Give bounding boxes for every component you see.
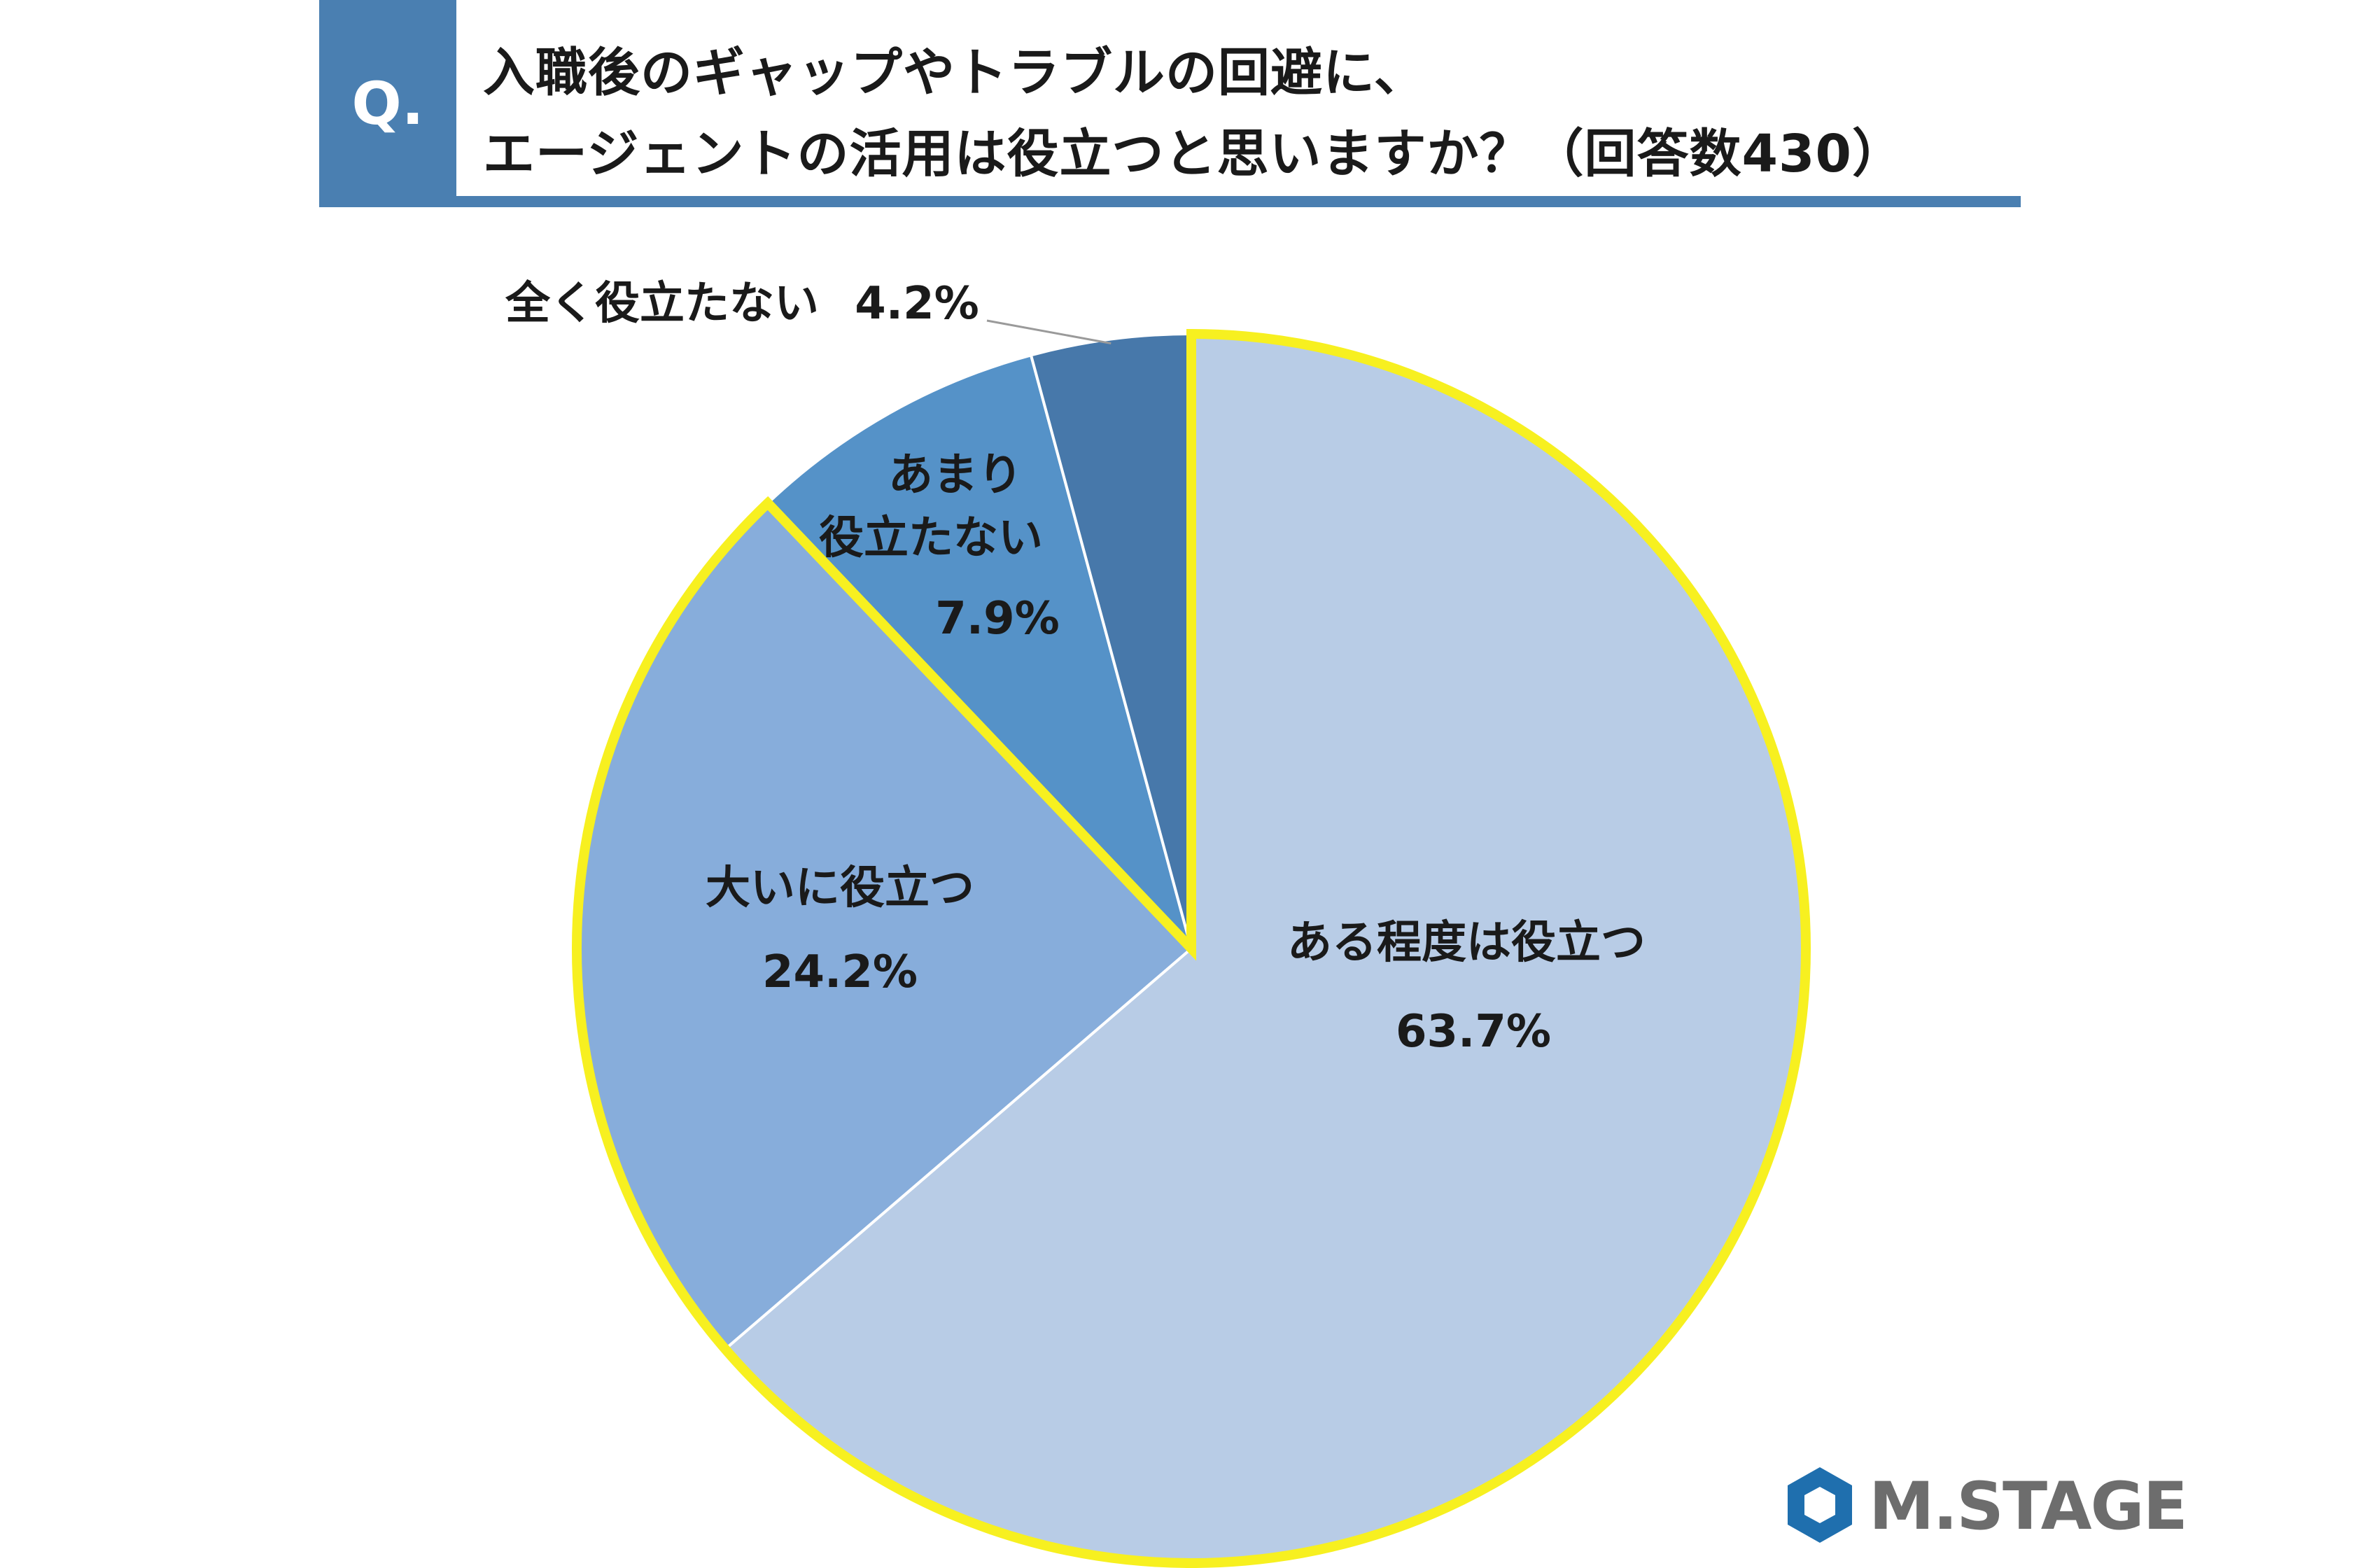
header: Q. 入職後のギャップやトラブルの回避に、 エージェントの活用は役立つと思います… xyxy=(0,0,2377,210)
slice-value-全く役立たない: 4.2% xyxy=(855,278,979,330)
pie-slice-全く役立たない xyxy=(1029,332,1193,949)
pie-slice-あまり役立たない xyxy=(766,353,1193,950)
m-stage-logo-icon xyxy=(1788,1467,1852,1543)
m-stage-logo: M.STAGE xyxy=(1778,1463,2188,1554)
highlight-outline xyxy=(572,328,1811,1568)
slice-value-あまり役立たない: 7.9% xyxy=(935,593,1060,645)
leader-line-全く役立たない xyxy=(986,319,1112,345)
slice-label-全く役立たない: 全く役立たない xyxy=(505,278,819,330)
slice-label-ある程度は役立つ: ある程度は役立つ xyxy=(1287,917,1646,969)
slice-label-大いに役立つ: 大いに役立つ xyxy=(706,862,974,914)
slice-label-あまり役立たない-line-2: 役立たない xyxy=(819,512,1043,564)
question-title-line-1: 入職後のギャップやトラブルの回避に、 xyxy=(483,43,1426,103)
pie-slices xyxy=(575,332,1807,1564)
slice-value-ある程度は役立つ: 63.7% xyxy=(1396,1006,1551,1058)
question-title-line-2: エージェントの活用は役立つと思いますか？（回答数430） xyxy=(483,124,1905,184)
slice-label-あまり役立たない-line-1: あまり xyxy=(888,449,1023,501)
header-underline xyxy=(456,196,2021,207)
slice-value-大いに役立つ: 24.2% xyxy=(762,946,918,998)
m-stage-logo-text: M.STAGE xyxy=(1869,1469,2188,1545)
question-badge: Q. xyxy=(319,0,456,207)
